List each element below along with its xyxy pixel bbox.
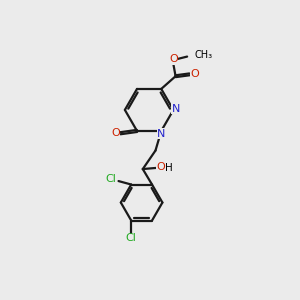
Text: Cl: Cl: [126, 233, 137, 243]
Text: N: N: [157, 129, 165, 139]
Text: N: N: [172, 104, 180, 114]
Text: O: O: [169, 54, 178, 64]
Text: O: O: [190, 69, 199, 80]
Text: Cl: Cl: [106, 174, 117, 184]
Text: O: O: [111, 128, 120, 138]
Text: CH₃: CH₃: [194, 50, 212, 60]
Text: H: H: [165, 163, 172, 173]
Text: O: O: [156, 162, 165, 172]
